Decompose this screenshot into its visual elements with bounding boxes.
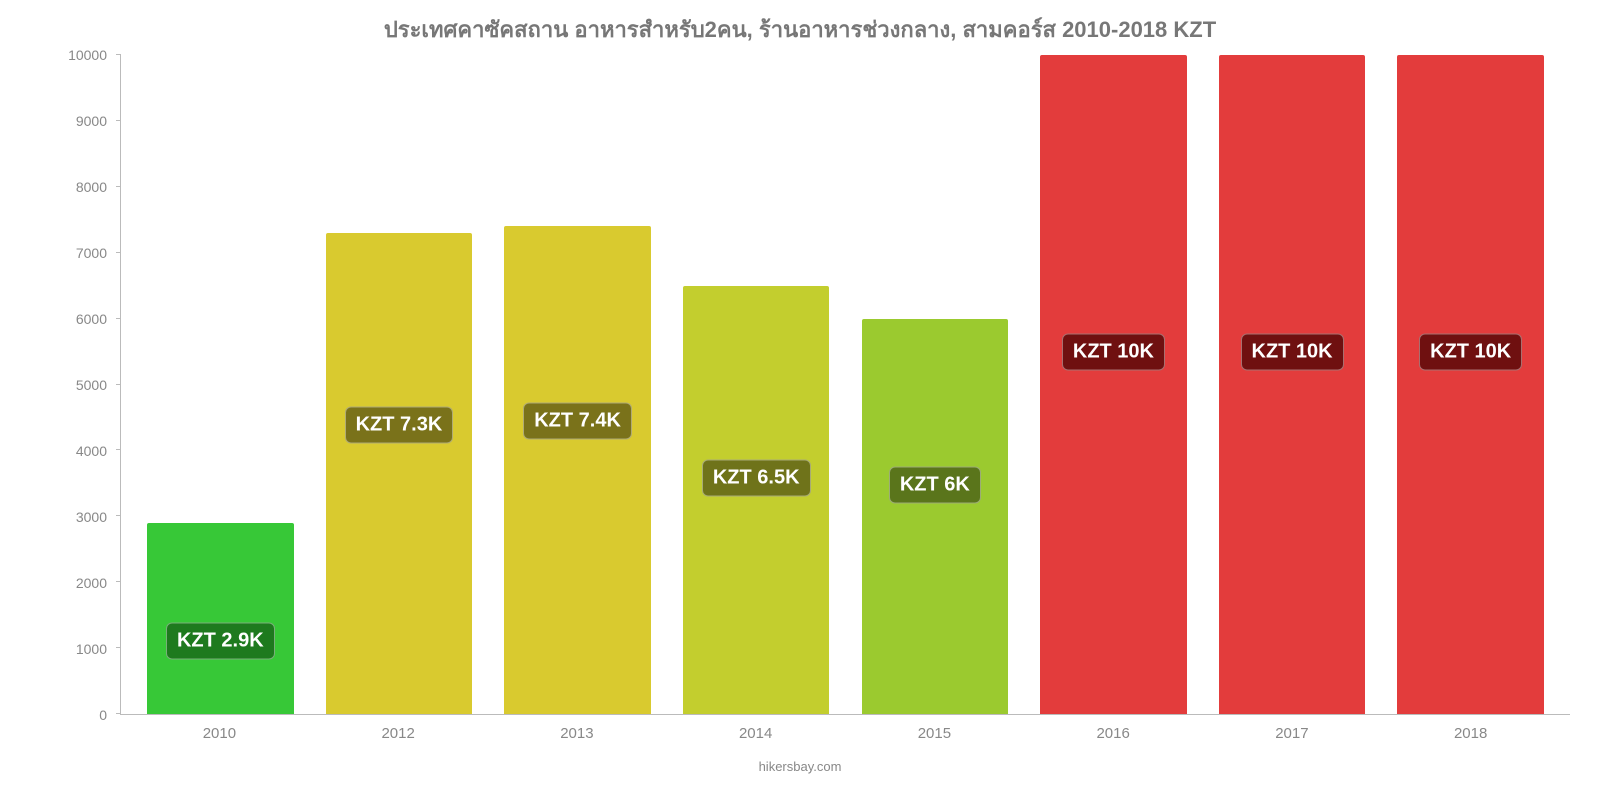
- bar-value-label: KZT 2.9K: [166, 623, 275, 660]
- bar-slot: KZT 10K: [1203, 55, 1382, 714]
- x-tick-label: 2016: [1024, 715, 1203, 755]
- bar-slot: KZT 6K: [846, 55, 1025, 714]
- x-axis: 20102012201320142015201620172018: [120, 715, 1570, 755]
- x-tick-label: 2010: [130, 715, 309, 755]
- y-tick-mark: [116, 581, 121, 582]
- y-tick-mark: [116, 713, 121, 714]
- y-tick-mark: [116, 252, 121, 253]
- bar: KZT 10K: [1219, 55, 1365, 714]
- y-tick-label: 9000: [57, 113, 107, 129]
- y-tick-label: 0: [57, 707, 107, 723]
- y-tick-label: 2000: [57, 575, 107, 591]
- y-tick-label: 8000: [57, 179, 107, 195]
- y-tick-label: 3000: [57, 509, 107, 525]
- bar-slot: KZT 7.3K: [310, 55, 489, 714]
- bar: KZT 6.5K: [683, 286, 829, 714]
- y-tick-label: 4000: [57, 443, 107, 459]
- y-tick-mark: [116, 318, 121, 319]
- y-tick-mark: [116, 54, 121, 55]
- bar-value-label: KZT 10K: [1062, 333, 1165, 370]
- bar-slot: KZT 7.4K: [488, 55, 667, 714]
- x-tick-label: 2018: [1381, 715, 1560, 755]
- attribution-text: hikersbay.com: [759, 759, 842, 774]
- y-tick-mark: [116, 647, 121, 648]
- bar-value-label: KZT 6K: [889, 466, 981, 503]
- x-tick-label: 2013: [488, 715, 667, 755]
- y-tick-mark: [116, 120, 121, 121]
- y-tick-mark: [116, 449, 121, 450]
- bar: KZT 10K: [1040, 55, 1186, 714]
- y-tick-label: 7000: [57, 245, 107, 261]
- plot-area: KZT 2.9K KZT 7.3K KZT 7.4K KZT 6.5K KZT 6K KZ…: [120, 55, 1570, 715]
- y-tick-mark: [116, 384, 121, 385]
- bar-value-label: KZT 6.5K: [702, 460, 811, 497]
- bar-slot: KZT 2.9K: [131, 55, 310, 714]
- bar: KZT 10K: [1397, 55, 1543, 714]
- bar-slot: KZT 10K: [1381, 55, 1560, 714]
- x-tick-label: 2017: [1203, 715, 1382, 755]
- y-tick-label: 10000: [57, 47, 107, 63]
- x-tick-label: 2012: [309, 715, 488, 755]
- bar-slot: KZT 6.5K: [667, 55, 846, 714]
- x-tick-label: 2014: [666, 715, 845, 755]
- bar: KZT 7.3K: [326, 233, 472, 714]
- y-tick-label: 5000: [57, 377, 107, 393]
- chart-container: 0100020003000400050006000700080009000100…: [60, 55, 1580, 755]
- bar: KZT 6K: [862, 319, 1008, 714]
- bar-value-label: KZT 7.4K: [523, 403, 632, 440]
- y-tick-mark: [116, 186, 121, 187]
- x-tick-label: 2015: [845, 715, 1024, 755]
- bar-value-label: KZT 10K: [1241, 333, 1344, 370]
- bar-value-label: KZT 10K: [1419, 333, 1522, 370]
- y-tick-label: 1000: [57, 641, 107, 657]
- bar-slot: KZT 10K: [1024, 55, 1203, 714]
- y-tick-label: 6000: [57, 311, 107, 327]
- chart-title: ประเทศคาซัคสถาน อาหารสำหรับ2คน, ร้านอาหา…: [384, 12, 1216, 47]
- y-tick-mark: [116, 515, 121, 516]
- bar: KZT 7.4K: [504, 226, 650, 714]
- bar-value-label: KZT 7.3K: [345, 407, 454, 444]
- bars-container: KZT 2.9K KZT 7.3K KZT 7.4K KZT 6.5K KZT 6K KZ…: [121, 55, 1570, 714]
- bar: KZT 2.9K: [147, 523, 293, 714]
- y-axis: 0100020003000400050006000700080009000100…: [60, 55, 115, 715]
